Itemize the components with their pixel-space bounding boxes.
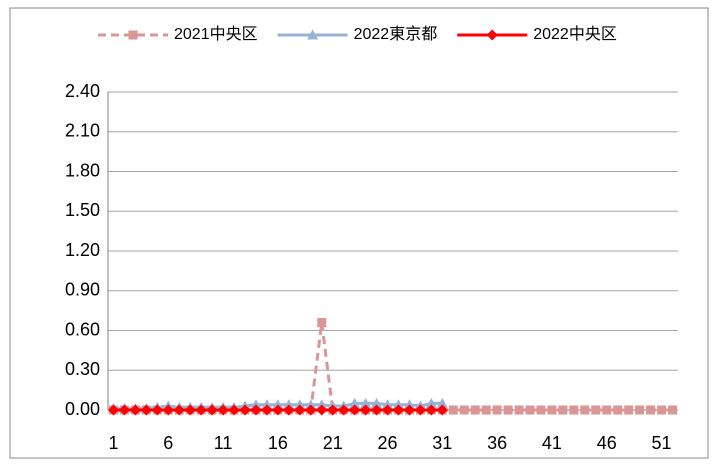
marker <box>294 404 306 416</box>
marker <box>162 404 174 416</box>
x-tick-label: 36 <box>487 433 507 453</box>
marker <box>382 399 394 410</box>
x-tick-label: 21 <box>323 433 343 453</box>
marker <box>591 405 601 415</box>
marker <box>129 404 141 416</box>
marker <box>327 404 339 416</box>
marker <box>392 404 404 416</box>
legend-label: 2021中央区 <box>174 25 258 43</box>
marker <box>107 404 119 416</box>
marker <box>128 30 138 40</box>
marker <box>151 404 163 416</box>
marker <box>250 399 262 410</box>
marker <box>316 404 328 416</box>
marker <box>349 397 361 408</box>
x-tick-label: 46 <box>597 433 617 453</box>
marker <box>392 399 404 410</box>
marker <box>657 405 667 415</box>
x-tick-label: 51 <box>652 433 672 453</box>
marker <box>294 399 306 410</box>
y-tick-label: 0.30 <box>65 359 100 379</box>
marker <box>403 404 415 416</box>
marker <box>272 399 284 410</box>
marker <box>118 404 130 416</box>
y-tick-label: 1.50 <box>65 200 100 220</box>
marker <box>547 405 557 415</box>
marker <box>536 405 546 415</box>
y-tick-label: 0.60 <box>65 319 100 339</box>
marker <box>283 404 295 416</box>
marker <box>250 404 262 416</box>
marker <box>371 397 383 408</box>
marker <box>173 404 185 416</box>
marker <box>228 404 240 416</box>
y-tick-label: 1.20 <box>65 240 100 260</box>
marker <box>283 399 295 410</box>
marker <box>316 399 328 410</box>
marker <box>307 29 319 40</box>
marker <box>371 404 383 416</box>
marker <box>360 404 372 416</box>
marker <box>613 405 623 415</box>
marker <box>425 397 437 408</box>
y-tick-label: 2.10 <box>65 121 100 141</box>
marker <box>602 405 612 415</box>
marker <box>239 404 251 416</box>
x-tick-label: 1 <box>108 433 118 453</box>
marker <box>425 404 437 416</box>
marker <box>448 405 458 415</box>
x-tick-label: 6 <box>163 433 173 453</box>
marker <box>580 405 590 415</box>
marker <box>486 29 498 41</box>
marker <box>481 405 491 415</box>
marker <box>305 404 317 416</box>
marker <box>569 405 579 415</box>
marker <box>184 404 196 416</box>
marker <box>525 405 535 415</box>
marker <box>382 404 394 416</box>
marker <box>668 405 678 415</box>
marker <box>305 399 317 410</box>
marker <box>261 404 273 416</box>
marker <box>558 405 568 415</box>
marker <box>436 404 448 416</box>
marker <box>646 405 656 415</box>
marker <box>459 405 469 415</box>
x-tick-label: 31 <box>432 433 452 453</box>
marker <box>414 404 426 416</box>
x-tick-label: 11 <box>214 433 233 453</box>
marker <box>317 318 327 328</box>
legend-label: 2022東京都 <box>354 25 438 43</box>
y-tick-label: 2.40 <box>65 81 100 101</box>
marker <box>635 405 645 415</box>
marker <box>470 405 480 415</box>
x-tick-label: 41 <box>542 433 562 453</box>
y-tick-label: 0.90 <box>65 280 100 300</box>
marker <box>492 405 502 415</box>
marker <box>217 404 229 416</box>
marker <box>261 399 273 410</box>
marker <box>514 405 524 415</box>
marker <box>206 404 218 416</box>
x-tick-label: 26 <box>378 433 398 453</box>
marker <box>195 404 207 416</box>
y-tick-label: 1.80 <box>65 160 100 180</box>
marker <box>503 405 513 415</box>
marker <box>436 397 448 408</box>
marker <box>360 397 372 408</box>
x-tick-label: 16 <box>268 433 288 453</box>
legend-label: 2022中央区 <box>533 25 617 43</box>
y-tick-label: 0.00 <box>65 399 100 419</box>
marker <box>140 404 152 416</box>
marker <box>349 404 361 416</box>
marker <box>403 399 415 410</box>
marker <box>624 405 634 415</box>
marker <box>338 404 350 416</box>
marker <box>272 404 284 416</box>
chart-frame <box>9 7 709 459</box>
